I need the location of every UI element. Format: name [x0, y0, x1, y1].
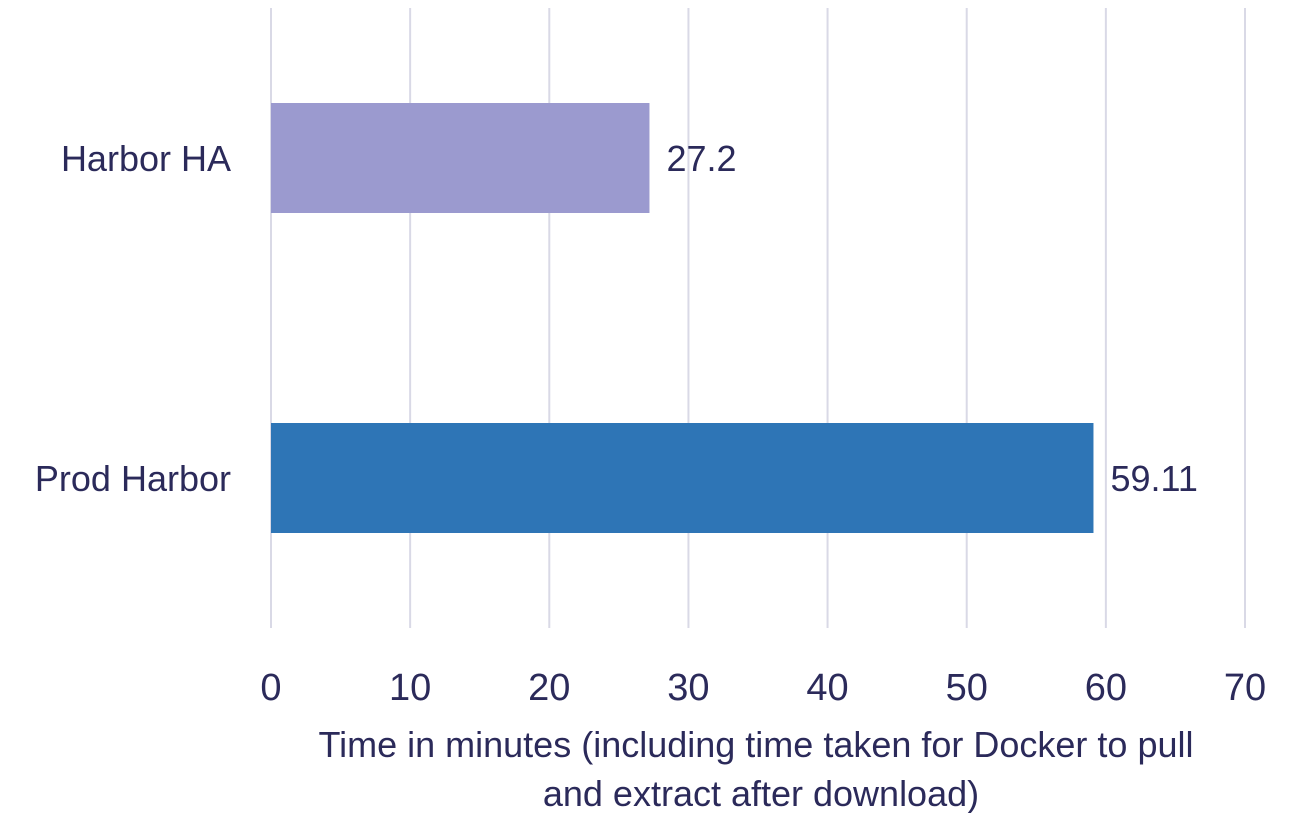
category-labels: Harbor HA Prod Harbor	[35, 138, 231, 499]
x-tick-labels: 0 10 20 30 40 50 60 70	[260, 667, 1266, 709]
data-labels: 27.2 59.11	[666, 138, 1197, 499]
x-tick-label-10: 10	[389, 667, 431, 709]
x-tick-label-30: 30	[667, 667, 709, 709]
x-tick-label-40: 40	[806, 667, 848, 709]
x-axis-title-line-2: and extract after download)	[543, 773, 979, 813]
x-axis-title: Time in minutes (including time taken fo…	[318, 724, 1203, 813]
data-label-prod-harbor: 59.11	[1110, 458, 1197, 499]
x-tick-label-20: 20	[528, 667, 570, 709]
x-tick-label-60: 60	[1085, 667, 1127, 709]
bar-harbor-ha	[271, 103, 650, 213]
bar-prod-harbor	[271, 423, 1094, 533]
x-tick-label-70: 70	[1224, 667, 1266, 709]
x-tick-label-0: 0	[260, 667, 281, 709]
gridlines	[270, 8, 1246, 628]
category-label-prod-harbor: Prod Harbor	[35, 458, 231, 499]
data-label-harbor-ha: 27.2	[666, 138, 736, 179]
category-label-harbor-ha: Harbor HA	[61, 138, 231, 179]
bars	[271, 103, 1094, 533]
x-axis-title-line-1: Time in minutes (including time taken fo…	[318, 724, 1193, 765]
x-tick-label-50: 50	[946, 667, 988, 709]
